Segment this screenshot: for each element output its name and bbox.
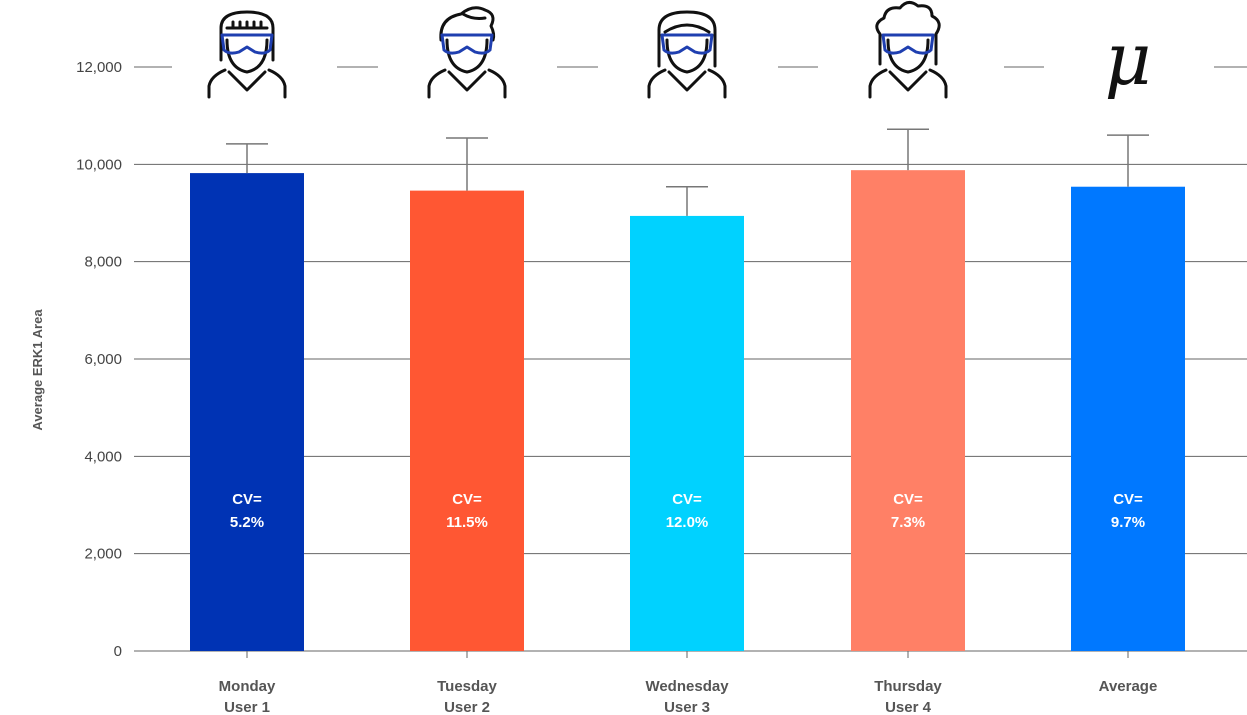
x-category-sublabel: User 1 xyxy=(224,699,270,715)
cv-label-line1: CV= xyxy=(232,491,262,508)
goggles xyxy=(660,33,714,55)
goggles xyxy=(220,33,274,55)
hair-outline xyxy=(875,1,941,66)
mu-symbol: μ xyxy=(1105,17,1152,101)
goggles xyxy=(440,33,494,55)
hair-outline xyxy=(657,10,717,68)
scientist-curly-hair-icon xyxy=(868,1,948,99)
y-tick-label: 2,000 xyxy=(84,546,122,563)
collar-outline xyxy=(647,68,727,99)
collar-outline xyxy=(207,68,287,99)
error-bars xyxy=(226,128,1149,216)
bar xyxy=(630,215,744,652)
y-axis-title: Average ERK1 Area xyxy=(30,309,45,431)
y-axis-ticks: 0 2,000 4,000 6,000 8,000 10,000 12,000 xyxy=(76,59,122,660)
hair-outline xyxy=(219,10,275,62)
cv-label-line1: CV= xyxy=(1113,491,1143,508)
x-category-sublabel: User 4 xyxy=(885,699,932,715)
x-category-sublabel: User 2 xyxy=(444,699,490,715)
collar-outline xyxy=(868,68,948,99)
face-outline xyxy=(445,38,489,74)
face-outline xyxy=(225,38,269,74)
scientist-long-hair-icon xyxy=(647,10,727,99)
hair-outline xyxy=(439,6,496,42)
y-tick-label: 4,000 xyxy=(84,448,122,465)
x-category-label: Thursday xyxy=(874,678,942,695)
bar xyxy=(410,190,524,651)
x-category-label: Average xyxy=(1099,678,1158,695)
cv-label-value: 9.7% xyxy=(1111,514,1145,531)
y-tick-label: 0 xyxy=(114,643,122,660)
x-category-label: Monday xyxy=(219,678,276,695)
bars xyxy=(190,170,1185,652)
collar-outline xyxy=(427,68,507,99)
x-category-label: Tuesday xyxy=(437,678,497,695)
y-tick-label: 8,000 xyxy=(84,254,122,271)
cv-label-value: 12.0% xyxy=(666,514,709,531)
scientist-short-hair-icon xyxy=(427,6,507,99)
face-outline xyxy=(886,38,930,74)
cv-label-line1: CV= xyxy=(452,491,482,508)
x-category-sublabel: User 3 xyxy=(664,699,710,715)
goggles xyxy=(881,33,935,55)
y-tick-label: 6,000 xyxy=(84,351,122,368)
cv-label-value: 7.3% xyxy=(891,514,925,531)
cv-label-value: 5.2% xyxy=(230,514,264,531)
header-icons: μ xyxy=(207,1,1152,101)
y-tick-label: 10,000 xyxy=(76,156,122,173)
bar xyxy=(1071,186,1185,651)
cv-label-value: 11.5% xyxy=(446,514,488,531)
bar xyxy=(851,170,965,651)
cv-label-line1: CV= xyxy=(672,491,702,508)
x-category-label: Wednesday xyxy=(645,678,729,695)
face-outline xyxy=(665,38,709,74)
cv-label-line1: CV= xyxy=(893,491,923,508)
x-axis-labels: Monday User 1 Tuesday User 2 Wednesday User 3… xyxy=(219,678,1158,715)
bar xyxy=(190,173,304,652)
cv-labels: CV= 5.2% CV= 11.5% CV= 12.0% CV= 7.3% CV= 9.7% xyxy=(230,491,1145,531)
y-tick-label: 12,000 xyxy=(76,59,122,76)
scientist-straight-hair-icon xyxy=(207,10,287,99)
